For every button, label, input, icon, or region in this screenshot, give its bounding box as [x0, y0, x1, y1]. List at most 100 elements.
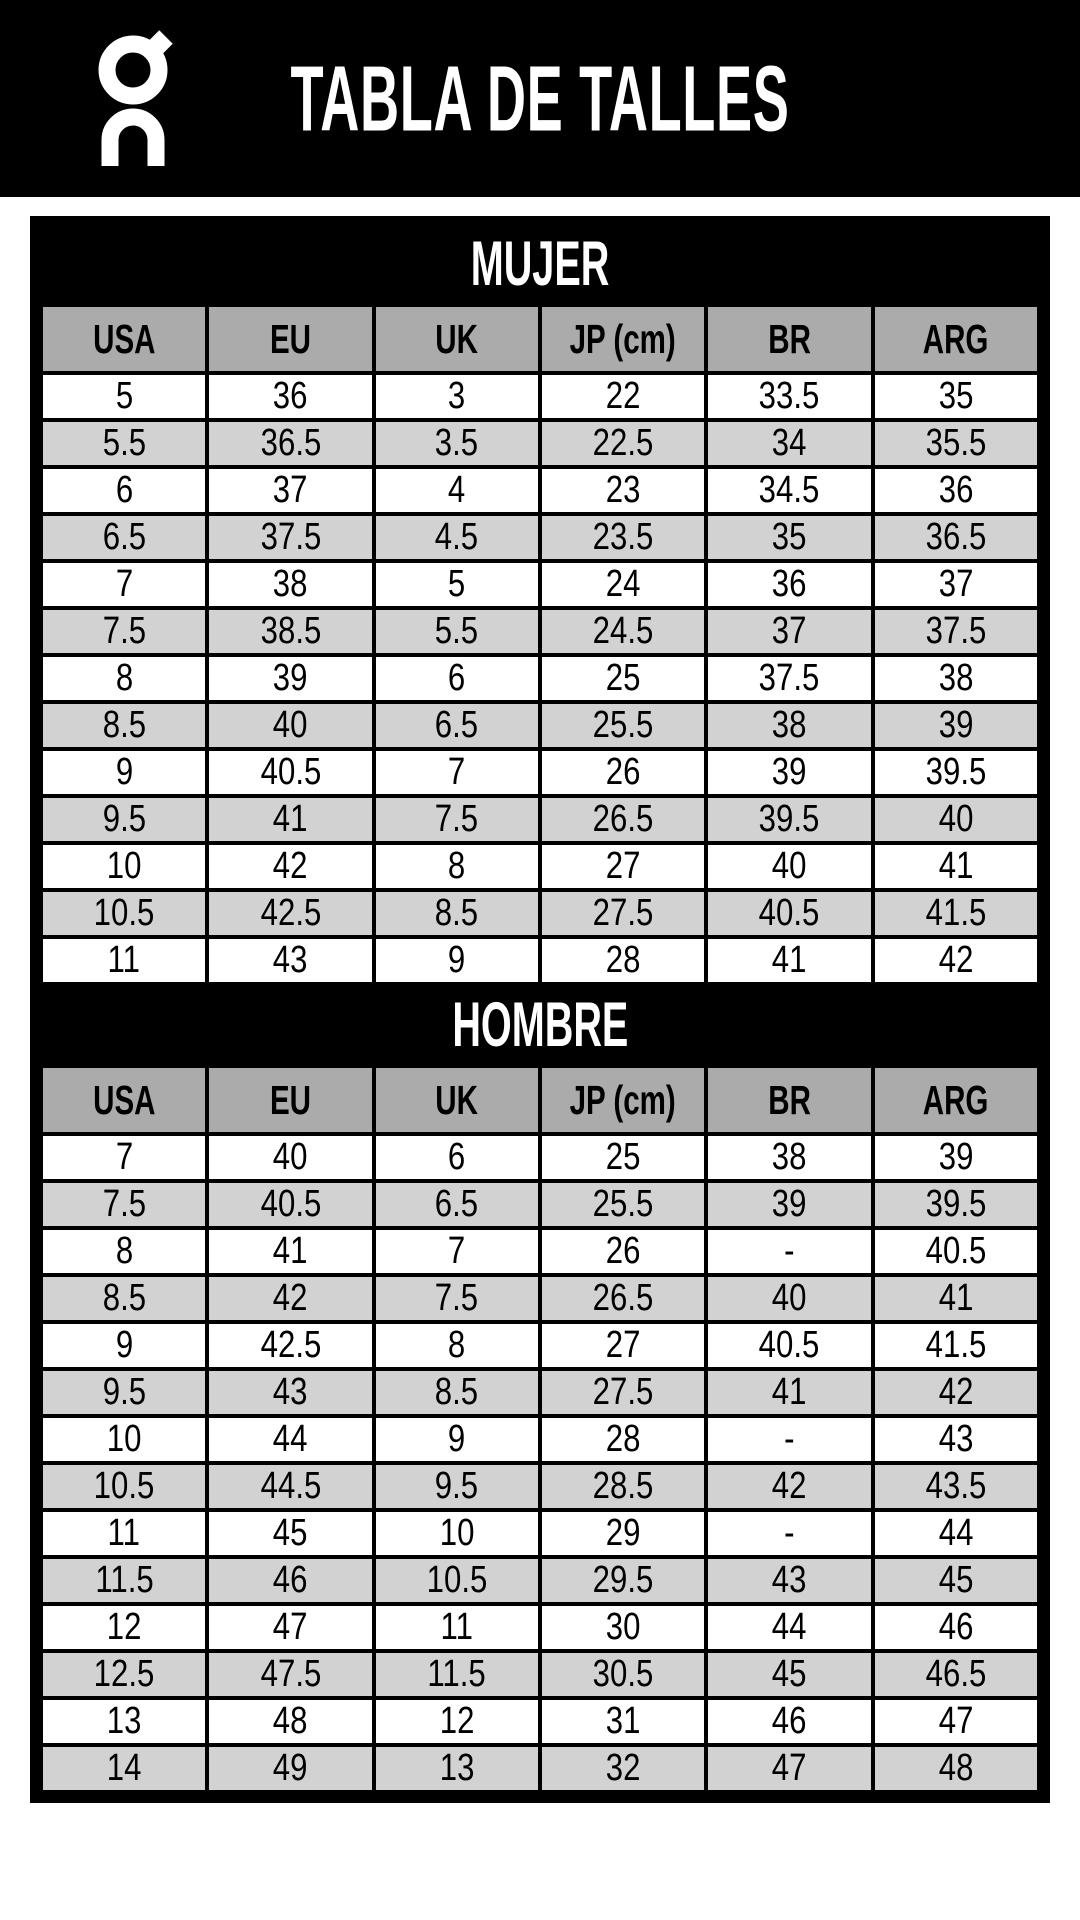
table-row: 11 43 9 28 41 42 [38, 935, 1042, 986]
table-cell: 7.5 [371, 794, 542, 845]
table-cell: 24.5 [537, 606, 709, 657]
table-cell: 43 [704, 1555, 875, 1606]
table-cell: 25 [537, 1132, 709, 1183]
table-cell: 25.5 [537, 1179, 709, 1230]
table-cell: 42 [205, 1273, 376, 1324]
table-row: 8 41 7 26-40.5 [38, 1226, 1042, 1277]
column-header-row: USA EU UK JP (cm) BR ARG [38, 1064, 1042, 1136]
table-cell: 6.5 [371, 1179, 542, 1230]
table-cell: 42 [870, 1367, 1042, 1418]
table-cell: 7.5 [38, 1179, 210, 1230]
column-header-arg: ARG [870, 303, 1042, 375]
table-cell: 5 [371, 559, 542, 610]
table-cell: 41 [704, 1367, 875, 1418]
table-cell: 48 [205, 1696, 376, 1747]
table-cell: 28.5 [537, 1461, 709, 1512]
table-row: 10 42 8 27 40 41 [38, 841, 1042, 892]
table-cell: 9 [371, 1414, 542, 1465]
table-cell: 41.5 [870, 888, 1042, 939]
table-cell: 37.5 [870, 606, 1042, 657]
table-cell: 39.5 [870, 1179, 1042, 1230]
table-cell: 48 [870, 1743, 1042, 1794]
table-cell: 40 [205, 1132, 376, 1183]
table-cell: 39 [704, 747, 875, 798]
table-row: 10 44 9 28-43 [38, 1414, 1042, 1465]
table-cell: 43.5 [870, 1461, 1042, 1512]
table-cell: 36.5 [205, 418, 376, 469]
table-cell: 37 [205, 465, 376, 516]
table-row: 8 39 6 25 37.5 38 [38, 653, 1042, 704]
column-header-br: BR [704, 1064, 875, 1136]
table-cell: 40.5 [205, 747, 376, 798]
column-header-usa: USA [38, 1064, 210, 1136]
column-header-eu: EU [205, 303, 376, 375]
table-cell: 43 [205, 935, 376, 986]
table-cell: 44 [704, 1602, 875, 1653]
table-cell: 39.5 [704, 794, 875, 845]
table-cell: 10 [38, 1414, 210, 1465]
header-gap [0, 197, 1080, 216]
table-cell: 36 [704, 559, 875, 610]
table-cell: 8 [38, 1226, 210, 1277]
table-cell: 9 [371, 935, 542, 986]
table-row: 11.5 46 10.5 29.5 43 45 [38, 1555, 1042, 1606]
table-cell: 47 [205, 1602, 376, 1653]
table-row: 13 48 12 31 46 47 [38, 1696, 1042, 1747]
table-cell: 40.5 [704, 1320, 875, 1371]
table-cell: 7 [371, 747, 542, 798]
table-cell: 40.5 [870, 1226, 1042, 1277]
table-cell: 37.5 [704, 653, 875, 704]
table-row: 8.5 40 6.5 25.5 38 39 [38, 700, 1042, 751]
table-cell: 28 [537, 1414, 709, 1465]
table-row: 10.5 42.5 8.5 27.5 40.5 41.5 [38, 888, 1042, 939]
section-banner-mujer: MUJER [39, 225, 1041, 303]
table-cell: 26 [537, 747, 709, 798]
column-header-row: USA EU UK JP (cm) BR ARG [38, 303, 1042, 375]
table-row: 9.5 43 8.5 27.5 41 42 [38, 1367, 1042, 1418]
table-cell: 43 [205, 1367, 376, 1418]
table-row: 6 37 4 23 34.5 36 [38, 465, 1042, 516]
table-cell: 42 [205, 841, 376, 892]
table-cell: 39 [870, 1132, 1042, 1183]
table-cell: 42 [870, 935, 1042, 986]
table-cell: 47 [704, 1743, 875, 1794]
table-cell: 7.5 [371, 1273, 542, 1324]
section-title-mujer: MUJER [470, 228, 610, 299]
section-banner-hombre: HOMBRE [39, 986, 1041, 1064]
table-cell: 41 [205, 794, 376, 845]
table-cell: - [704, 1414, 875, 1465]
table-cell: 39 [205, 653, 376, 704]
table-cell: 41 [704, 935, 875, 986]
table-cell: 24 [537, 559, 709, 610]
table-cell: 40 [870, 794, 1042, 845]
table-cell: 7.5 [38, 606, 210, 657]
table-cell: 41.5 [870, 1320, 1042, 1371]
table-cell: 7 [38, 559, 210, 610]
table-cell: 10.5 [38, 1461, 210, 1512]
column-header-usa: USA [38, 303, 210, 375]
table-row: 14 49 13 32 47 48 [38, 1743, 1042, 1794]
column-header-jpcm: JP (cm) [537, 303, 709, 375]
table-row: 6.5 37.5 4.5 23.5 35 36.5 [38, 512, 1042, 563]
table-cell: 45 [870, 1555, 1042, 1606]
table-cell: 35.5 [870, 418, 1042, 469]
table-cell: 45 [704, 1649, 875, 1700]
table-cell: 30.5 [537, 1649, 709, 1700]
table-cell: 3.5 [371, 418, 542, 469]
table-cell: 36 [870, 465, 1042, 516]
table-cell: 12 [38, 1602, 210, 1653]
table-cell: 42 [704, 1461, 875, 1512]
table-row: 5 36 3 22 33.5 35 [38, 371, 1042, 422]
table-cell: 35 [870, 371, 1042, 422]
table-cell: 13 [38, 1696, 210, 1747]
table-row: 5.5 36.5 3.5 22.5 34 35.5 [38, 418, 1042, 469]
table-cell: 9.5 [371, 1461, 542, 1512]
table-cell: - [704, 1226, 875, 1277]
table-row: 9.5 41 7.5 26.5 39.5 40 [38, 794, 1042, 845]
table-cell: 49 [205, 1743, 376, 1794]
column-header-uk: UK [371, 303, 542, 375]
hombre-size-table: USA EU UK JP (cm) BR ARG 7 40 6 25 38 39 7.5 40.5 6.5 2… [38, 1064, 1042, 1794]
table-cell: 41 [870, 1273, 1042, 1324]
table-cell: 26.5 [537, 1273, 709, 1324]
table-row: 7 38 5 24 36 37 [38, 559, 1042, 610]
